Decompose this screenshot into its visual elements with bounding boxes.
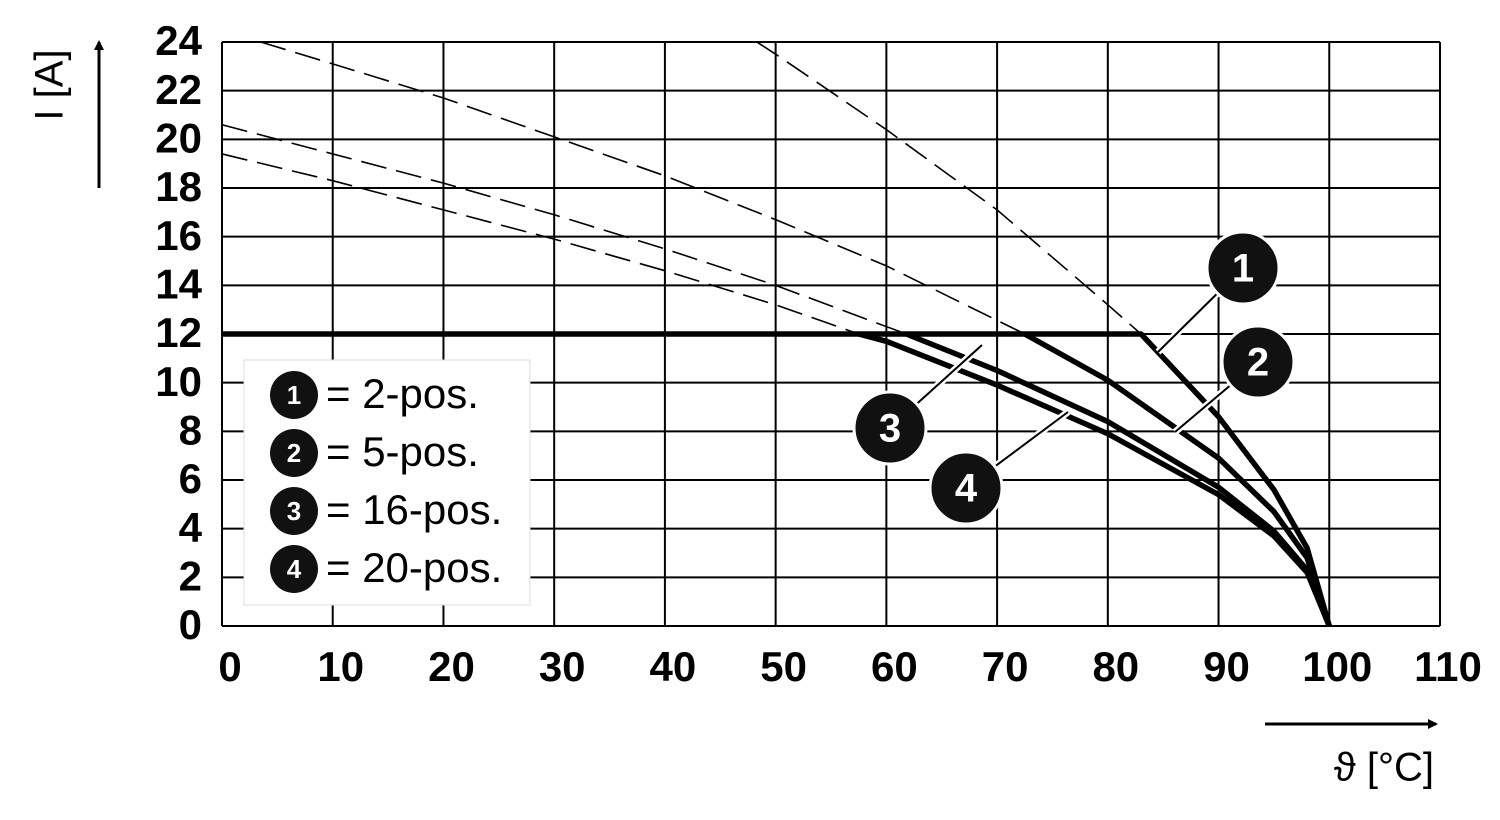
legend-badge [270,371,318,419]
y-tick-label: 10 [155,358,202,405]
callout-number: 1 [1232,247,1254,291]
legend-label: = 5-pos. [326,428,479,475]
legend-badge [270,429,318,477]
y-tick-label: 24 [155,17,202,64]
dashed-curve [221,153,859,335]
y-tick-label: 16 [155,212,202,259]
y-axis-label: I [A] [28,49,72,120]
x-tick-label: 110 [1414,643,1482,690]
x-tick-label: 60 [871,643,918,690]
y-tick-label: 18 [155,163,202,210]
x-tick-label: 10 [317,643,364,690]
y-tick-label: 4 [179,504,203,551]
solid-curve [857,331,1332,628]
legend-label: = 2-pos. [326,370,479,417]
dashed-curve [221,123,907,335]
x-tick-label: 30 [539,643,586,690]
x-tick-label: 80 [1092,643,1139,690]
x-axis-label: ϑ [°C] [1334,746,1434,790]
y-tick-label: 12 [155,309,202,356]
y-tick-label: 8 [179,406,202,453]
callout-badge [1220,324,1296,400]
x-tick-label: 20 [428,643,475,690]
callout-badge [852,390,928,466]
legend-badge [270,487,318,535]
x-tick-label: 40 [650,643,697,690]
y-tick-label: 20 [155,114,202,161]
callout-badge [1205,230,1281,306]
legend-label: = 20-pos. [326,544,502,591]
callout-badge [928,450,1004,526]
callout-number: 3 [879,407,901,451]
solid-curve [1023,331,1332,627]
x-tick-label: 50 [760,643,807,690]
dashed-curve [756,41,1142,335]
legend-label: = 16-pos. [326,486,502,533]
legend-number: 3 [287,496,301,526]
legend-number: 4 [287,554,302,584]
y-tick-label: 14 [155,260,202,307]
y-tick-label: 6 [179,455,202,502]
dashed-curve [260,41,1026,335]
y-tick-label: 22 [155,66,202,113]
x-tick-label: 90 [1203,643,1250,690]
legend-number: 2 [287,438,301,468]
y-tick-label: 2 [179,552,202,599]
x-tick-label: 0 [218,643,241,690]
legend-number: 1 [287,380,301,410]
x-tick-label: 100 [1302,643,1372,690]
callout-number: 4 [955,467,978,511]
y-tick-label: 0 [179,601,202,648]
x-tick-label: 70 [982,643,1029,690]
callout-number: 2 [1247,341,1269,385]
legend-badge [270,545,318,593]
